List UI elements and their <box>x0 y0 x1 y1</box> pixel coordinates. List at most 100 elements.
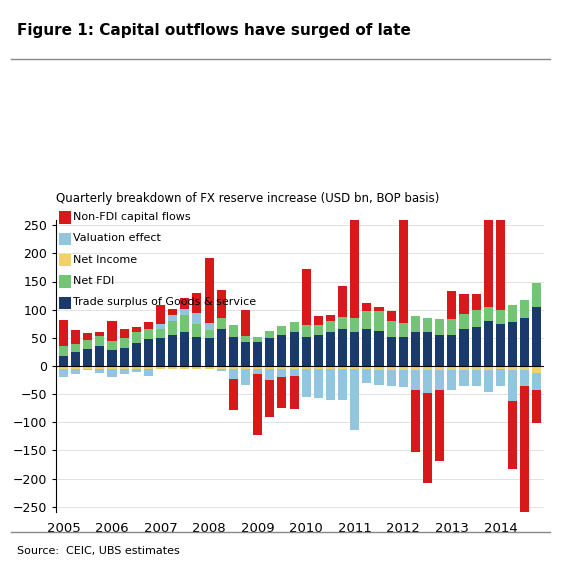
Bar <box>71 366 80 369</box>
Bar <box>472 294 481 310</box>
Bar <box>350 369 360 430</box>
Bar <box>107 341 117 350</box>
Bar <box>205 323 214 330</box>
Bar <box>107 321 117 341</box>
Bar <box>83 333 92 340</box>
Bar <box>508 370 517 401</box>
Bar <box>532 307 541 366</box>
Bar <box>435 319 444 335</box>
Bar <box>205 338 214 366</box>
Bar <box>375 307 384 311</box>
Bar <box>168 315 177 321</box>
Bar <box>168 366 177 369</box>
Bar <box>265 366 274 369</box>
Bar <box>119 329 128 338</box>
Bar <box>447 291 457 319</box>
Bar <box>289 332 298 366</box>
Bar <box>192 293 201 313</box>
Bar <box>520 370 529 386</box>
Bar <box>520 386 529 521</box>
Bar <box>253 337 262 342</box>
Bar <box>314 335 323 366</box>
Bar <box>350 200 360 318</box>
Bar <box>59 366 68 369</box>
Bar <box>253 369 262 374</box>
Bar <box>496 366 505 369</box>
Bar <box>435 390 444 461</box>
Bar <box>302 366 311 369</box>
Bar <box>180 315 190 332</box>
Bar <box>277 366 287 369</box>
Bar <box>192 324 201 337</box>
Bar <box>156 329 165 338</box>
Bar <box>326 366 335 369</box>
Bar <box>83 349 92 366</box>
Bar <box>399 370 408 387</box>
Bar <box>180 332 190 366</box>
Bar <box>314 366 323 369</box>
Bar <box>156 366 165 369</box>
Bar <box>144 339 153 366</box>
Bar <box>435 370 444 390</box>
Bar <box>508 401 517 469</box>
Bar <box>168 335 177 366</box>
Text: Net Income: Net Income <box>73 254 137 265</box>
Bar <box>472 310 481 327</box>
Bar <box>132 327 141 332</box>
Bar <box>338 317 347 329</box>
Bar <box>132 343 141 366</box>
Bar <box>362 329 371 366</box>
Bar <box>59 369 68 377</box>
Bar <box>314 325 323 335</box>
Bar <box>338 329 347 366</box>
Bar <box>241 342 250 366</box>
Bar <box>423 332 432 366</box>
Bar <box>180 298 190 309</box>
Bar <box>95 346 104 366</box>
Bar <box>411 366 420 370</box>
Bar <box>205 366 214 369</box>
Bar <box>241 366 250 369</box>
Bar <box>241 310 250 336</box>
Bar <box>520 366 529 370</box>
Bar <box>472 327 481 366</box>
Bar <box>411 390 420 452</box>
Bar <box>144 329 153 339</box>
Bar <box>387 366 396 370</box>
Bar <box>472 370 481 386</box>
Bar <box>205 330 214 338</box>
Bar <box>508 322 517 366</box>
Text: Trade surplus of Goods & service: Trade surplus of Goods & service <box>73 297 256 307</box>
Bar <box>423 366 432 370</box>
Bar <box>265 380 274 417</box>
Bar <box>59 346 68 356</box>
Bar <box>83 369 92 370</box>
Bar <box>447 370 457 390</box>
Bar <box>205 258 214 323</box>
Bar <box>496 310 505 324</box>
Bar <box>83 340 92 349</box>
Bar <box>229 337 238 366</box>
Bar <box>302 325 311 337</box>
Bar <box>484 370 493 392</box>
Bar <box>520 318 529 366</box>
Bar <box>496 324 505 366</box>
Bar <box>508 366 517 370</box>
Bar <box>289 376 298 409</box>
Bar <box>411 316 420 332</box>
Bar <box>459 329 468 366</box>
Bar <box>217 318 226 329</box>
Bar <box>289 322 298 332</box>
Bar <box>95 369 104 373</box>
Bar <box>217 290 226 318</box>
Bar <box>411 332 420 366</box>
Bar <box>95 332 104 336</box>
Bar <box>435 366 444 370</box>
Bar <box>338 366 347 369</box>
Bar <box>350 332 360 366</box>
Bar <box>71 344 80 352</box>
Bar <box>375 366 384 370</box>
Bar <box>59 356 68 366</box>
Bar <box>168 309 177 315</box>
Bar <box>423 370 432 393</box>
